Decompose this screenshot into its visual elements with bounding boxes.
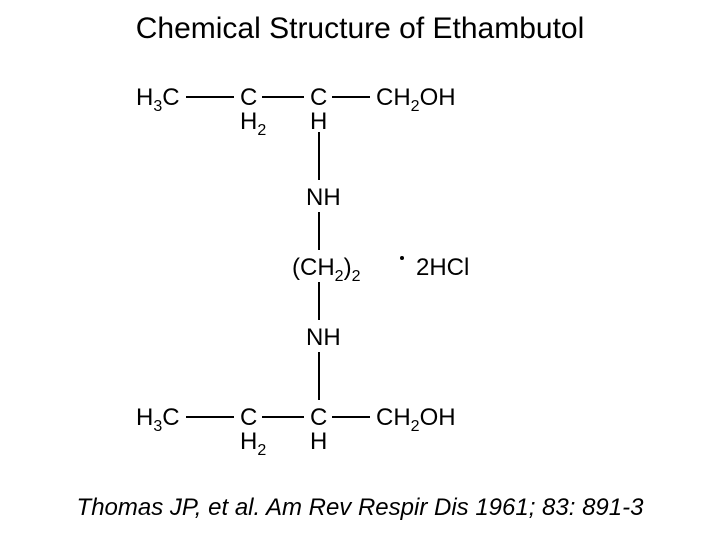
atom-top-ch: CH bbox=[310, 86, 327, 134]
bond bbox=[318, 212, 320, 250]
bond bbox=[332, 96, 370, 98]
citation-text: Thomas JP, et al. Am Rev Respir Dis 1961… bbox=[0, 494, 720, 522]
atom-top-ch2: CH2 bbox=[240, 86, 266, 134]
bond bbox=[186, 416, 234, 418]
bond bbox=[332, 416, 370, 418]
atom-bot-ch2: CH2 bbox=[240, 406, 266, 454]
atom-2hcl: 2HCl bbox=[416, 256, 469, 280]
atom-top-ch2oh: CH2OH bbox=[376, 86, 456, 110]
bond bbox=[318, 282, 320, 320]
atom-bot-h3c: H3C bbox=[136, 406, 180, 430]
page-title: Chemical Structure of Ethambutol bbox=[0, 12, 720, 46]
bond bbox=[186, 96, 234, 98]
salt-dot bbox=[400, 256, 404, 260]
atom-ch22: (CH2)2 bbox=[292, 256, 360, 280]
atom-top-h3c: H3C bbox=[136, 86, 180, 110]
bond bbox=[262, 416, 304, 418]
bond bbox=[262, 96, 304, 98]
bond bbox=[318, 132, 320, 180]
atom-nh-lower: NH bbox=[306, 326, 341, 350]
atom-bot-ch: CH bbox=[310, 406, 327, 454]
bond bbox=[318, 352, 320, 400]
atom-nh-upper: NH bbox=[306, 186, 341, 210]
chemical-diagram: H3C CH2 CH CH2OH NH (CH2)2 2HCl NH H3C C… bbox=[0, 70, 720, 490]
atom-bot-ch2oh: CH2OH bbox=[376, 406, 456, 430]
